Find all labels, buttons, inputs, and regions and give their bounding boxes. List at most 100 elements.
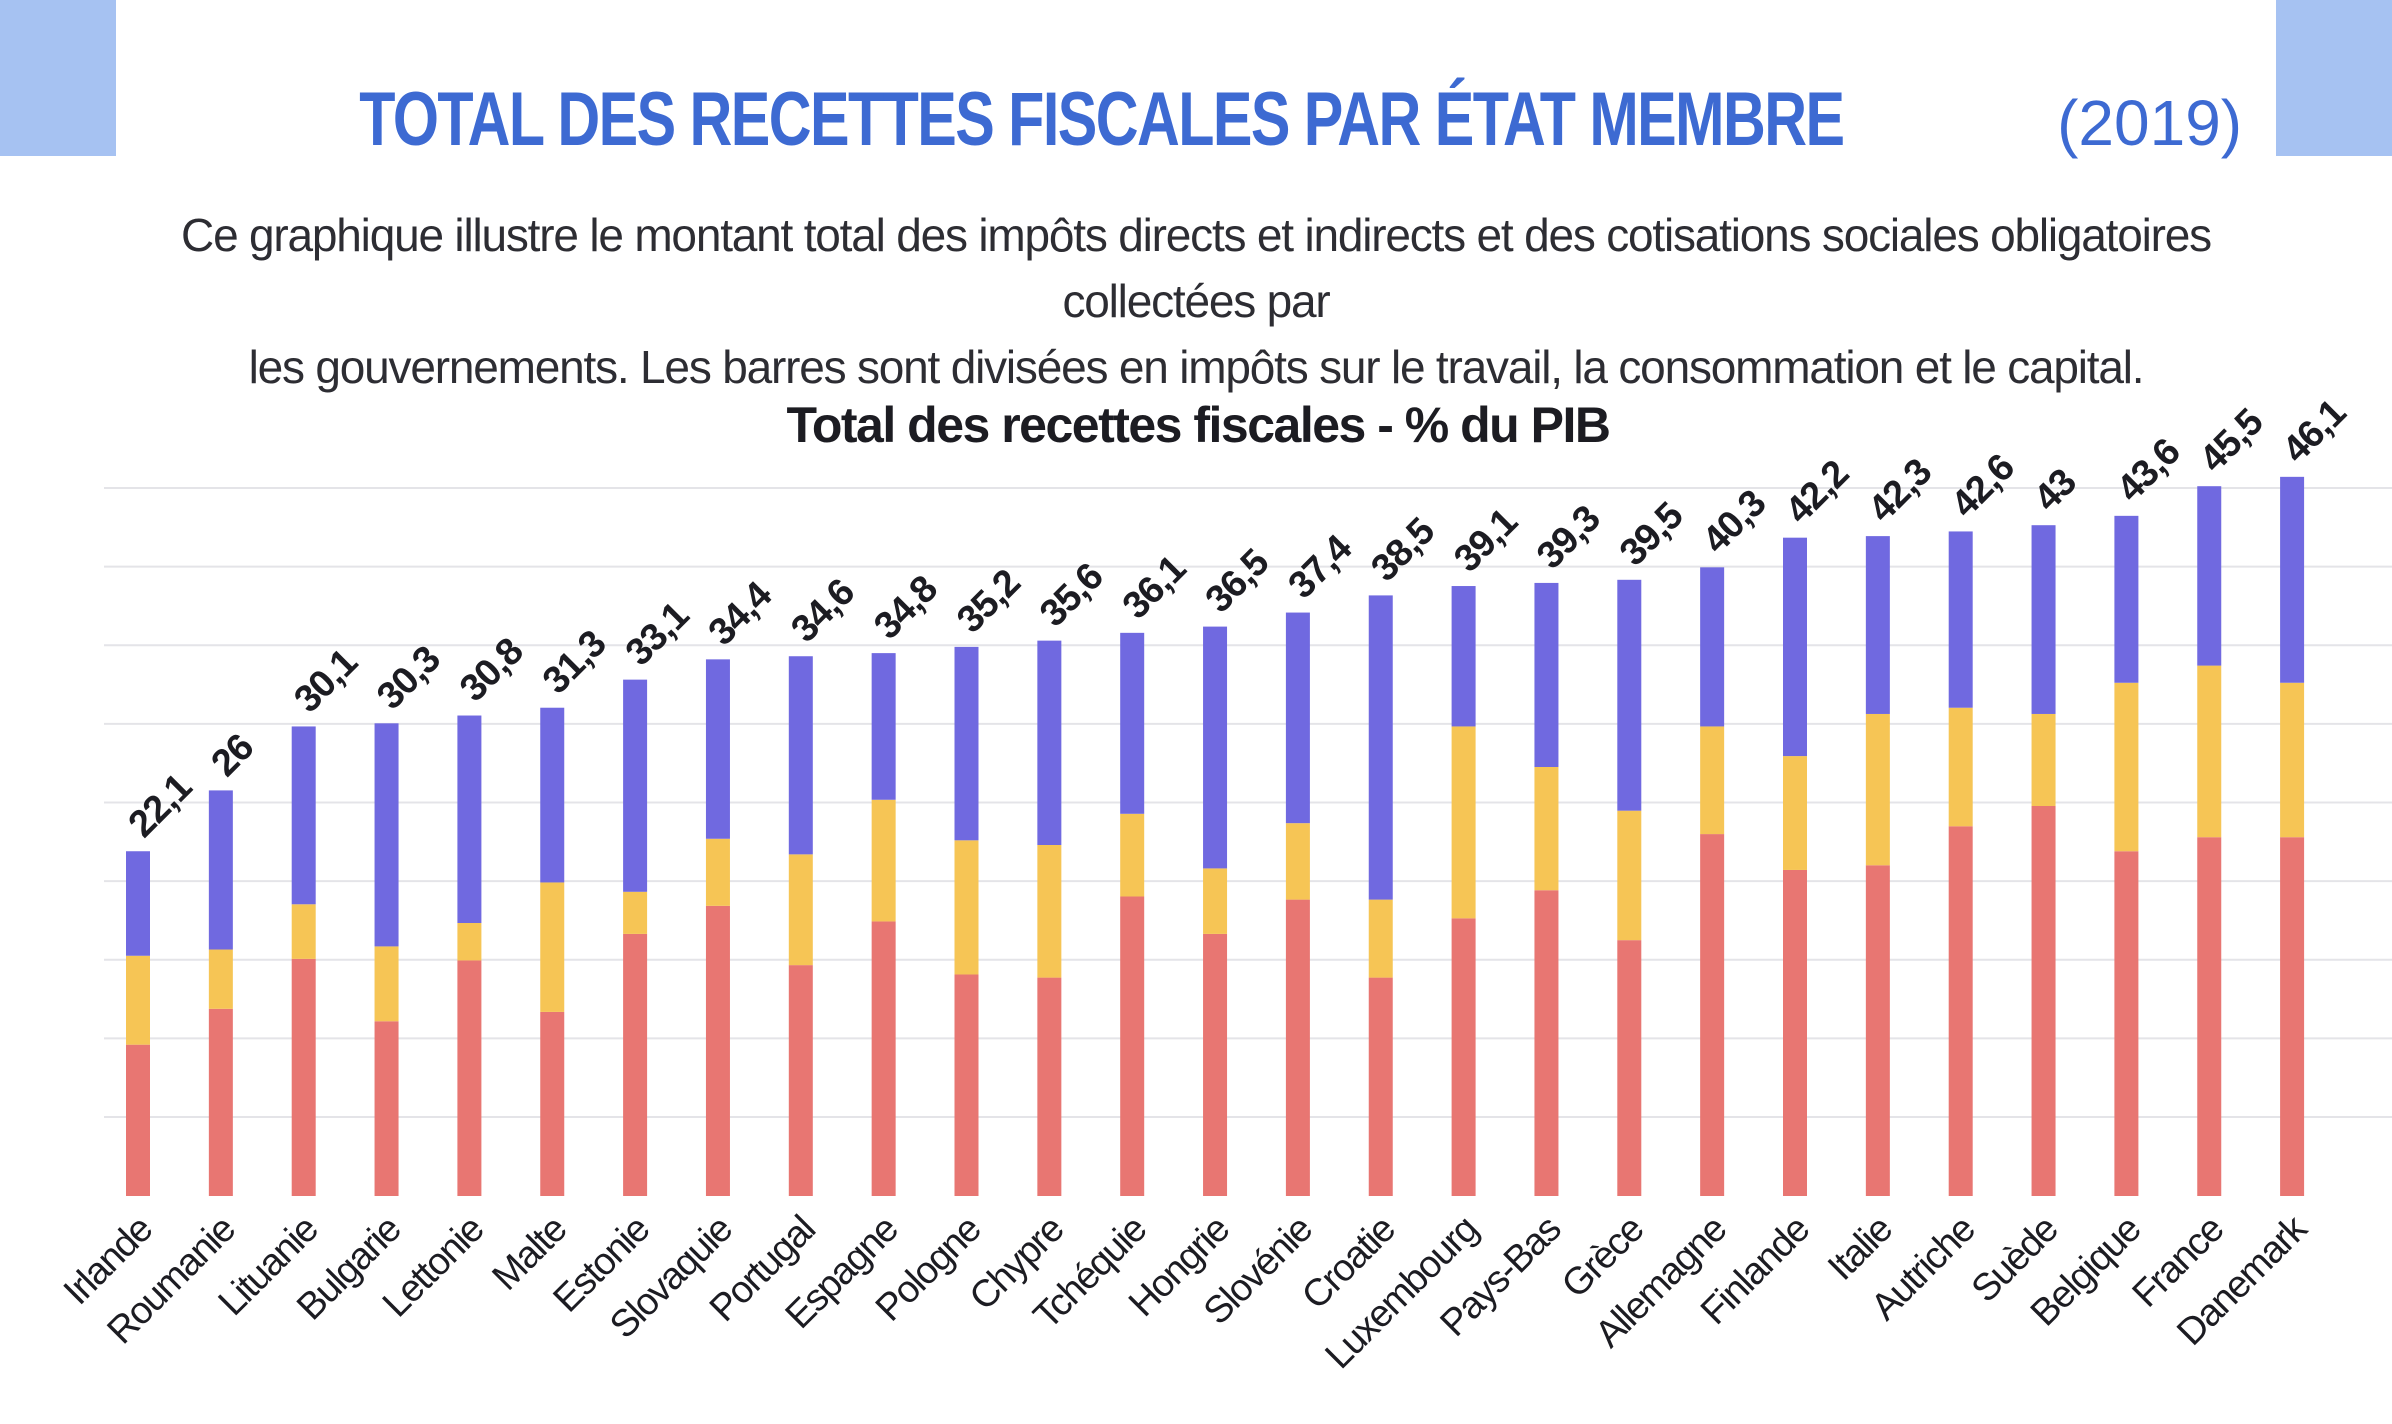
bar-segment-consommation-22: Autriche – Consommation : 7,6 — [1948, 707, 1973, 827]
bar-segment-capital-5: Malte – Capital : 11,2 — [540, 707, 565, 883]
total-label: 33,1 — [618, 594, 698, 674]
bar-segment-travail-8: Portugal – Travail : 14,8 — [788, 965, 813, 1196]
bar-segment-travail-16: Luxembourg – Travail : 17,8 — [1451, 918, 1476, 1196]
total-label: 39,5 — [1612, 494, 1692, 574]
bar-segment-consommation-21: Italie – Consommation : 9,7 — [1865, 713, 1890, 866]
bar-segment-travail-7: Slovaquie – Travail : 18,6 — [705, 905, 730, 1196]
bar-segment-capital-6: Estonie – Capital : 13,6 — [623, 679, 648, 892]
bar-segment-capital-15: Croatie – Capital : 19,5 — [1368, 595, 1393, 900]
bar-segment-consommation-14: Slovénie – Consommation : 4,9 — [1285, 823, 1310, 900]
bar-segment-capital-1: Roumanie – Capital : 10,2 — [208, 790, 233, 950]
chart-title: Total des recettes fiscales - % du PIB — [787, 397, 1610, 453]
chart-gridlines — [104, 487, 2392, 1118]
chart-bars: Irlande – Travail : 9,7Irlande – Consomm… — [126, 476, 2305, 1196]
page-title-year: (2019) — [2057, 87, 2243, 159]
bar-segment-capital-4: Lettonie – Capital : 13,3 — [457, 715, 482, 923]
total-label: 43 — [2026, 461, 2084, 519]
bar-segment-consommation-24: Belgique – Consommation : 10,8 — [2114, 682, 2139, 852]
bar-segment-consommation-10: Pologne – Consommation : 8,6 — [954, 840, 979, 975]
bar-segment-travail-15: Croatie – Travail : 14 — [1368, 977, 1393, 1196]
total-label: 31,3 — [535, 623, 614, 702]
bar-segment-consommation-19: Allemagne – Consommation : 6,9 — [1700, 726, 1725, 835]
bar-segment-consommation-5: Malte – Consommation : 8,3 — [540, 882, 565, 1012]
bar-segment-capital-26: Danemark – Capital : 13,2 — [2280, 476, 2305, 683]
bar-segment-travail-10: Pologne – Travail : 14,2 — [954, 974, 979, 1196]
bar-segment-travail-24: Belgique – Travail : 22,1 — [2114, 851, 2139, 1196]
bar-segment-capital-25: France – Capital : 11,5 — [2197, 486, 2222, 666]
bar-segment-travail-3: Bulgarie – Travail : 11,2 — [374, 1021, 399, 1196]
bar-segment-consommation-23: Suède – Consommation : 5,9 — [2031, 713, 2056, 806]
total-label: 34,8 — [866, 568, 945, 647]
chart-category-labels: IrlandeRoumanieLituanieBulgarieLettonieM… — [56, 1207, 2316, 1377]
bar-segment-consommation-9: Espagne – Consommation : 7,8 — [871, 799, 896, 922]
bar-segment-consommation-2: Lituanie – Consommation : 3,5 — [291, 904, 316, 959]
bar-segment-travail-0: Irlande – Travail : 9,7 — [126, 1044, 150, 1196]
bar-segment-travail-6: Estonie – Travail : 16,8 — [623, 933, 648, 1196]
corner-decoration-right — [2276, 0, 2392, 156]
bar-segment-travail-4: Lettonie – Travail : 15,1 — [457, 960, 482, 1196]
bar-segment-consommation-13: Hongrie – Consommation : 4,2 — [1203, 868, 1228, 934]
bar-segment-travail-21: Italie – Travail : 21,2 — [1865, 865, 1890, 1196]
bar-segment-capital-22: Autriche – Capital : 11,3 — [1948, 531, 1973, 708]
bar-segment-consommation-11: Chypre – Consommation : 8,5 — [1037, 845, 1062, 978]
chart-description-line-2: les gouvernements. Les barres sont divis… — [248, 341, 2145, 393]
bar-segment-capital-24: Belgique – Capital : 10,7 — [2114, 515, 2139, 683]
bar-segment-capital-13: Hongrie – Capital : 15,5 — [1203, 626, 1228, 869]
bar-segment-travail-1: Roumanie – Travail : 12 — [208, 1008, 233, 1196]
bar-segment-consommation-16: Luxembourg – Consommation : 12,3 — [1451, 726, 1476, 919]
bar-segment-capital-16: Luxembourg – Capital : 9 — [1451, 586, 1476, 727]
bar-segment-travail-12: Tchéquie – Travail : 19,2 — [1120, 896, 1145, 1196]
bar-segment-consommation-17: Pays-Bas – Consommation : 7,9 — [1534, 767, 1559, 891]
total-label: 42,2 — [1778, 453, 1857, 532]
bar-segment-travail-9: Espagne – Travail : 17,6 — [871, 921, 896, 1196]
bar-segment-consommation-1: Roumanie – Consommation : 3,8 — [208, 949, 233, 1009]
total-label: 40,3 — [1695, 483, 1774, 562]
bar-segment-travail-11: Chypre – Travail : 14 — [1037, 977, 1062, 1196]
bar-segment-travail-13: Hongrie – Travail : 16,8 — [1203, 933, 1228, 1196]
bar-segment-travail-17: Pays-Bas – Travail : 19,6 — [1534, 890, 1559, 1196]
bar-segment-capital-11: Chypre – Capital : 13,1 — [1037, 640, 1062, 845]
total-label: 30,3 — [369, 639, 448, 718]
bar-segment-capital-10: Pologne – Capital : 12,4 — [954, 646, 979, 841]
total-label: 26 — [204, 727, 262, 785]
total-label: 22,1 — [121, 766, 201, 846]
total-label: 36,5 — [1198, 541, 1278, 621]
total-label: 36,1 — [1115, 547, 1195, 627]
bar-segment-capital-20: Finlande – Capital : 14 — [1783, 537, 1807, 757]
total-label: 34,4 — [701, 574, 781, 654]
bar-segment-capital-3: Bulgarie – Capital : 14,3 — [374, 723, 399, 947]
bar-segment-consommation-18: Grèce – Consommation : 8,3 — [1617, 810, 1642, 941]
bar-segment-travail-19: Allemagne – Travail : 23,2 — [1700, 834, 1725, 1196]
total-label: 42,6 — [1943, 447, 2022, 526]
total-label: 30,8 — [452, 631, 531, 710]
total-label: 30,1 — [286, 641, 366, 721]
total-label: 34,6 — [783, 571, 862, 650]
total-label: 45,5 — [2192, 401, 2272, 481]
total-label: 38,5 — [1363, 510, 1443, 590]
page-title: TOTAL DES RECETTES FISCALES PAR ÉTAT MEM… — [0, 76, 2392, 163]
total-label: 46,1 — [2275, 391, 2355, 471]
chart-description-line-1: Ce graphique illustre le montant total d… — [181, 209, 2212, 327]
total-label: 37,4 — [1281, 527, 1361, 607]
bar-segment-consommation-26: Danemark – Consommation : 9,9 — [2280, 682, 2305, 838]
bar-segment-consommation-15: Croatie – Consommation : 5 — [1368, 899, 1393, 978]
chart-description: Ce graphique illustre le montant total d… — [100, 202, 2292, 400]
bar-segment-travail-23: Suède – Travail : 25 — [2031, 806, 2056, 1196]
bar-segment-capital-2: Lituanie – Capital : 11,4 — [291, 726, 316, 905]
bar-segment-consommation-4: Lettonie – Consommation : 2,4 — [457, 923, 482, 961]
bar-segment-capital-9: Espagne – Capital : 9,4 — [871, 653, 896, 800]
bar-segment-capital-23: Suède – Capital : 12,1 — [2031, 525, 2056, 714]
bar-segment-capital-12: Tchéquie – Capital : 11,6 — [1120, 632, 1145, 814]
bar-segment-capital-18: Grèce – Capital : 14,8 — [1617, 579, 1642, 811]
page-title-main: TOTAL DES RECETTES FISCALES PAR ÉTAT MEM… — [359, 77, 1845, 162]
bar-segment-travail-20: Finlande – Travail : 20,9 — [1783, 869, 1807, 1196]
bar-segment-consommation-8: Portugal – Consommation : 7,1 — [788, 854, 813, 966]
total-label: 42,3 — [1861, 451, 1940, 530]
bar-segment-consommation-6: Estonie – Consommation : 2,7 — [623, 891, 648, 934]
bar-segment-capital-14: Slovénie – Capital : 13,5 — [1285, 612, 1310, 824]
bar-segment-capital-8: Portugal – Capital : 12,7 — [788, 656, 813, 855]
bar-segment-consommation-3: Bulgarie – Consommation : 4,8 — [374, 946, 399, 1022]
bar-segment-travail-14: Slovénie – Travail : 19 — [1285, 899, 1310, 1196]
